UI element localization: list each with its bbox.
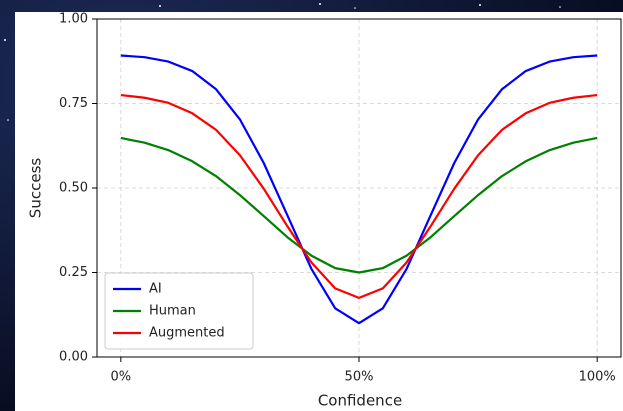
y-tick-label: 0.50 <box>59 181 88 196</box>
y-tick-label: 1.00 <box>59 12 88 27</box>
legend-label: AI <box>149 282 162 297</box>
legend-label: Augmented <box>149 326 225 341</box>
x-tick-label: 100% <box>579 370 616 385</box>
x-tick-label: 50% <box>345 370 374 385</box>
legend-label: Human <box>149 304 196 319</box>
chart: Confidence Success 0.00 0.25 0.50 0.75 1.00 0… <box>0 0 623 411</box>
x-tick-label: 0% <box>111 370 132 385</box>
x-axis-label: Confidence <box>318 392 402 410</box>
y-tick-label: 0.00 <box>59 350 88 365</box>
y-axis-label: Success <box>27 158 45 219</box>
page: Confidence Success 0.00 0.25 0.50 0.75 1.00 0… <box>0 0 623 411</box>
figure-background <box>15 12 623 411</box>
y-tick-label: 0.25 <box>59 265 88 280</box>
y-tick-label: 0.75 <box>59 96 88 111</box>
